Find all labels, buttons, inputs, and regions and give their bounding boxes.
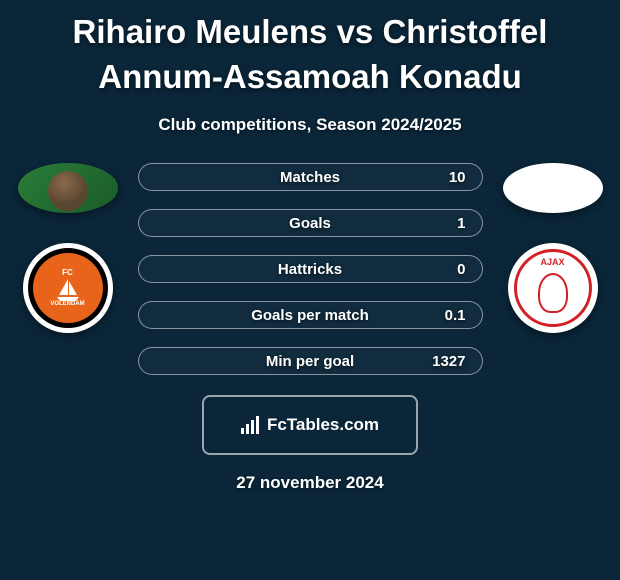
stat-value: 1 [457, 215, 465, 232]
stat-label: Min per goal [266, 353, 354, 370]
player-right-column: AJAX [503, 163, 603, 333]
comparison-body: FC VOLENDAM Matches 10 Goals 1 [0, 163, 620, 375]
club-badge-right: AJAX [508, 243, 598, 333]
club-left-text-top: FC [62, 269, 73, 277]
brand-name: FcTables.com [267, 415, 379, 435]
stat-row: Hattricks 0 [138, 255, 483, 283]
stat-value: 0 [457, 261, 465, 278]
stat-label: Goals [289, 215, 331, 232]
stat-value: 10 [449, 169, 466, 186]
comparison-title: Rihairo Meulens vs Christoffel Annum-Ass… [0, 10, 620, 99]
stat-row: Goals 1 [138, 209, 483, 237]
sailboat-icon [53, 277, 83, 301]
season-subtitle: Club competitions, Season 2024/2025 [158, 115, 461, 135]
bar-chart-icon [241, 416, 259, 434]
stat-row: Matches 10 [138, 163, 483, 191]
footer-date: 27 november 2024 [236, 473, 383, 493]
player-right-avatar [503, 163, 603, 213]
stats-column: Matches 10 Goals 1 Hattricks 0 Goals per… [138, 163, 483, 375]
player-left-column: FC VOLENDAM [18, 163, 118, 333]
club-right-text: AJAX [540, 257, 564, 267]
stat-row: Min per goal 1327 [138, 347, 483, 375]
player-left-avatar [18, 163, 118, 213]
club-badge-left: FC VOLENDAM [23, 243, 113, 333]
stat-row: Goals per match 0.1 [138, 301, 483, 329]
ajax-head-icon [538, 273, 568, 313]
fc-volendam-icon: FC VOLENDAM [33, 253, 103, 323]
stat-label: Hattricks [278, 261, 342, 278]
club-left-text-bottom: VOLENDAM [50, 301, 84, 307]
stat-label: Matches [280, 169, 340, 186]
stat-value: 0.1 [445, 307, 466, 324]
stat-label: Goals per match [251, 307, 369, 324]
brand-badge: FcTables.com [202, 395, 418, 455]
stat-value: 1327 [432, 353, 465, 370]
